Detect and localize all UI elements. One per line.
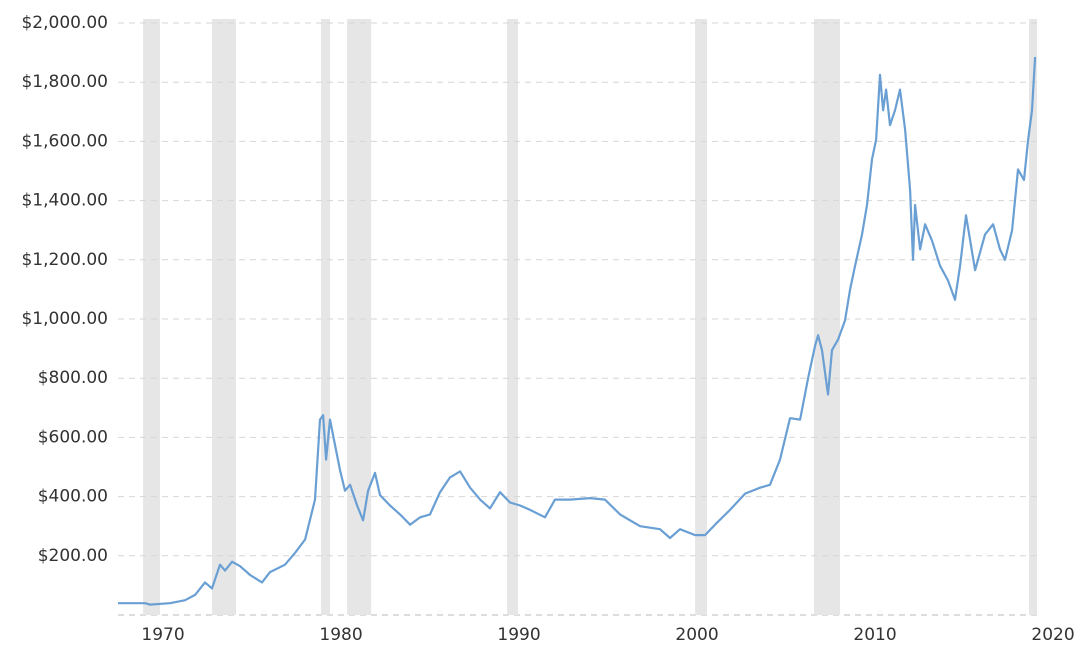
y-tick-label: $800.00 [38,368,108,388]
y-tick-label: $2,000.00 [21,13,108,33]
recession-band [695,19,708,615]
recession-band [143,19,161,615]
y-tick-label: $600.00 [38,427,108,447]
x-tick-label: 2000 [675,625,718,645]
recession-band [507,19,518,615]
recession-band [347,19,372,615]
y-tick-label: $1,600.00 [21,131,108,151]
recession-band [1029,19,1038,615]
y-tick-label: $1,200.00 [21,250,108,270]
x-tick-label: 1990 [497,625,540,645]
recession-band [211,19,237,615]
price-line [118,56,1037,606]
recession-band [321,19,330,615]
recession-band [813,19,840,615]
x-tick-label: 2010 [853,625,896,645]
y-tick-label: $400.00 [38,487,108,507]
x-tick-label: 1970 [141,625,184,645]
y-tick-label: $1,800.00 [21,72,108,92]
x-tick-label: 1980 [319,625,362,645]
y-tick-label: $200.00 [38,546,108,566]
y-tick-label: $1,400.00 [21,191,108,211]
y-tick-label: $1,000.00 [21,309,108,329]
x-tick-label: 2020 [1031,625,1074,645]
